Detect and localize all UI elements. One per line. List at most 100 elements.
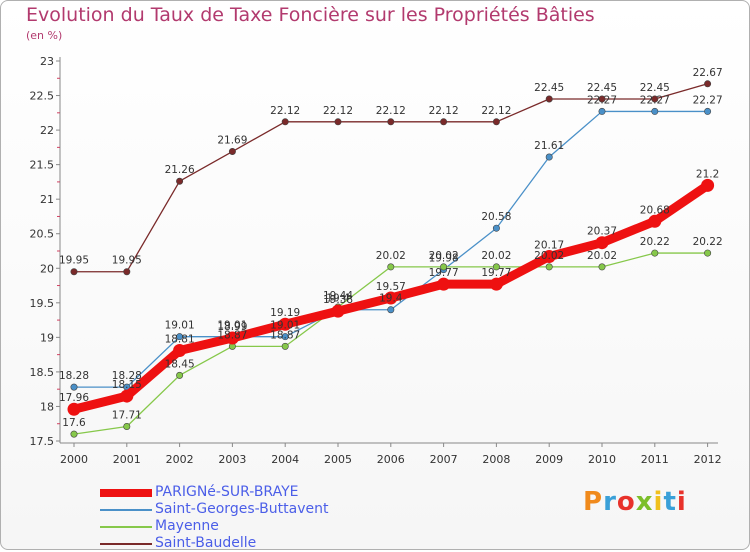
data-point [648,214,662,228]
data-point [598,95,606,103]
data-point [70,430,78,438]
data-label: 19.44 [323,290,353,302]
x-tick-label: 2000 [60,453,88,466]
data-label: 19.4 [379,293,403,305]
data-point [545,153,553,161]
data-label: 19.77 [481,267,511,279]
data-point [281,118,289,126]
data-label: 19.19 [270,307,300,319]
legend-swatch-parigne [100,489,152,497]
data-label: 18.99 [217,321,247,333]
legend-swatch-mayenne [100,526,152,528]
data-label: 20.22 [693,236,723,248]
data-point [331,304,345,318]
x-tick-label: 2006 [377,453,405,466]
data-label: 22.27 [640,94,670,106]
data-point [701,178,715,192]
data-point [651,95,659,103]
data-label: 22.12 [270,105,300,117]
data-label: 20.58 [481,211,511,223]
data-point [545,263,553,271]
x-tick-label: 2001 [113,453,141,466]
legend-swatch-saint-georges [100,509,152,511]
x-tick-label: 2010 [588,453,616,466]
y-tick-label: 21 [40,193,54,206]
logo-letter: P [583,487,604,517]
data-label: 20.02 [587,250,617,262]
data-point [651,107,659,115]
logo-letter: r [603,487,617,517]
data-label: 18.81 [165,333,195,345]
data-point [651,249,659,257]
data-label: 21.26 [165,164,195,176]
logo-letter: t [663,487,677,517]
y-tick-label: 18 [40,400,54,413]
data-point [440,263,448,271]
logo-letter: i [653,487,664,517]
data-label: 22.12 [481,105,511,117]
data-label: 18.87 [217,329,247,341]
data-point [387,306,395,314]
data-label: 22.45 [534,82,564,94]
data-point [595,236,609,250]
x-tick-label: 2007 [430,453,458,466]
x-tick-label: 2003 [218,453,246,466]
data-point [440,118,448,126]
chart-title: Evolution du Taux de Taxe Foncière sur l… [26,4,595,26]
y-tick-label: 19 [40,331,54,344]
data-point [120,389,134,403]
x-tick-label: 2012 [694,453,722,466]
data-label: 20.02 [429,250,459,262]
data-point [281,333,289,341]
legend-label-mayenne: Mayenne [155,518,219,534]
legend-label-saint-georges: Saint-Georges-Buttavent [155,501,329,517]
data-label: 22.12 [323,105,353,117]
x-tick-label: 2005 [324,453,352,466]
data-label: 19.95 [59,255,89,267]
legend-label-saint-baudelle: Saint-Baudelle [155,535,257,551]
data-point [228,148,236,156]
logo-letter: i [676,487,687,517]
data-label: 18.45 [165,358,195,370]
x-tick-label: 2002 [166,453,194,466]
data-label: 18.15 [112,379,142,391]
data-point [704,249,712,257]
x-tick-label: 2011 [641,453,669,466]
data-point [542,250,556,264]
data-point [176,177,184,185]
data-point [704,107,712,115]
x-tick-label: 2009 [535,453,563,466]
unit-label: (en %) [26,29,63,42]
proxiti-logo: Proxiti [583,487,687,517]
data-point [437,277,451,291]
data-point [598,263,606,271]
data-label: 19.95 [112,255,142,267]
data-point [492,263,500,271]
data-label: 19.98 [429,253,459,265]
data-point [384,291,398,305]
y-tick-label: 18.5 [30,366,55,379]
y-tick-label: 17.5 [30,435,55,448]
logo-letter: x [635,487,654,517]
data-point [176,371,184,379]
data-label: 22.45 [587,82,617,94]
data-label: 20.02 [376,250,406,262]
data-label: 20.17 [534,240,564,252]
data-label: 20.22 [640,236,670,248]
data-label: 19.77 [429,267,459,279]
data-label: 19.57 [376,281,406,293]
data-label: 22.27 [587,94,617,106]
data-label: 18.28 [112,370,142,382]
data-label: 19.38 [323,294,353,306]
data-point [387,263,395,271]
y-tick-label: 20.5 [30,228,55,241]
data-label: 22.12 [429,105,459,117]
data-label: 19.4 [326,293,350,305]
data-label: 21.2 [696,168,719,180]
data-label: 18.87 [270,329,300,341]
y-tick-label: 20 [40,262,54,275]
data-point [173,343,187,357]
data-point [489,277,503,291]
data-label: 19.01 [217,320,247,332]
